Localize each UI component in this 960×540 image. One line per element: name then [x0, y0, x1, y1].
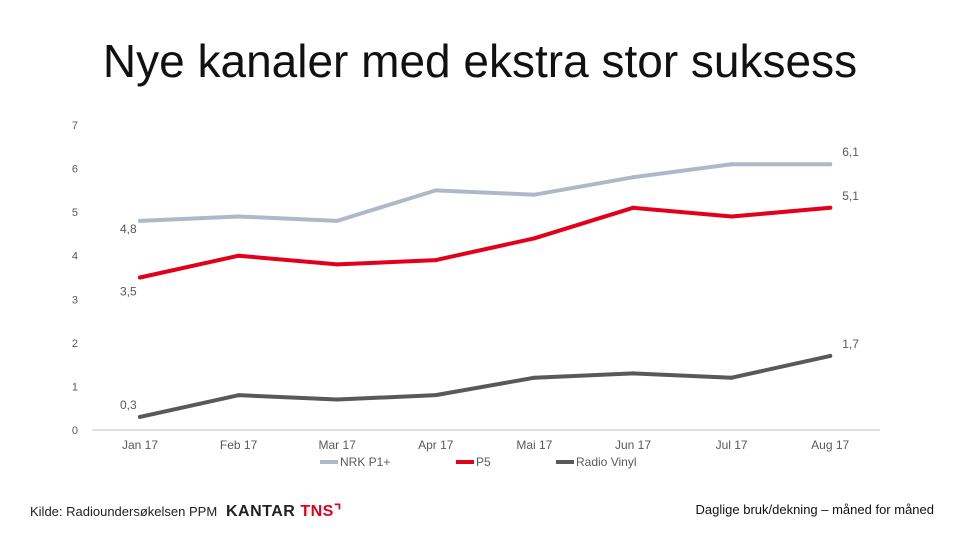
data-point: [729, 214, 734, 219]
y-tick-label: 5: [72, 207, 78, 219]
data-point: [631, 205, 635, 210]
data-point: [433, 188, 438, 193]
series-line-radio-vinyl: [138, 353, 833, 419]
data-point: [335, 397, 340, 402]
data-point: [631, 175, 635, 180]
data-point: [335, 262, 340, 267]
data-label: 1,7: [842, 337, 859, 351]
data-label: 6,1: [842, 145, 859, 159]
data-point: [631, 371, 635, 376]
data-point: [236, 253, 241, 258]
x-tick-label: Mai 17: [516, 438, 552, 452]
footnote: Daglige bruk/dekning – måned for måned: [695, 502, 934, 517]
data-point: [236, 214, 241, 219]
series-line-p5: [138, 205, 833, 280]
x-tick-label: Mar 17: [319, 438, 357, 452]
y-tick-label: 4: [72, 251, 78, 263]
data-point: [532, 236, 537, 241]
data-point: [828, 162, 833, 167]
x-tick-label: Feb 17: [220, 438, 258, 452]
series-line-nrk-p1-: [138, 162, 833, 223]
data-point: [729, 375, 734, 380]
y-tick-label: 7: [72, 120, 78, 132]
y-tick-label: 2: [72, 338, 78, 350]
data-point: [828, 353, 833, 358]
data-point: [729, 162, 734, 167]
x-tick-label: Apr 17: [418, 438, 454, 452]
x-tick-label: Jul 17: [716, 438, 748, 452]
source-text: Kilde: Radioundersøkelsen PPM: [30, 504, 218, 519]
kantar-tns-logo: KANTAR TNS⌝: [226, 501, 342, 521]
page-title: Nye kanaler med ekstra stor suksess: [102, 35, 858, 87]
y-tick-label: 1: [72, 381, 78, 393]
y-tick-label: 0: [72, 425, 78, 437]
legend-label: P5: [476, 455, 491, 469]
data-point: [532, 375, 537, 380]
data-label: 5,1: [842, 189, 859, 203]
y-tick-label: 6: [72, 164, 78, 176]
data-point: [433, 258, 438, 263]
data-point: [532, 192, 537, 197]
data-label: 3,5: [120, 285, 137, 299]
data-point: [138, 275, 142, 280]
logo-mark: ⌝: [333, 503, 342, 520]
legend-label: NRK P1+: [340, 455, 390, 469]
data-point: [433, 393, 438, 398]
logo-tns: TNS: [300, 503, 334, 520]
data-point: [138, 218, 142, 223]
x-tick-label: Jan 17: [122, 438, 158, 452]
x-tick-label: Aug 17: [811, 438, 849, 452]
data-point: [236, 393, 241, 398]
logo-kantar: KANTAR: [226, 503, 301, 520]
data-label: 0,3: [120, 398, 137, 412]
data-label: 4,8: [120, 222, 137, 236]
data-point: [335, 218, 340, 223]
data-point: [138, 414, 142, 419]
legend-label: Radio Vinyl: [576, 455, 636, 469]
data-point: [828, 205, 833, 210]
x-tick-label: Jun 17: [615, 438, 651, 452]
y-tick-label: 3: [72, 294, 78, 306]
